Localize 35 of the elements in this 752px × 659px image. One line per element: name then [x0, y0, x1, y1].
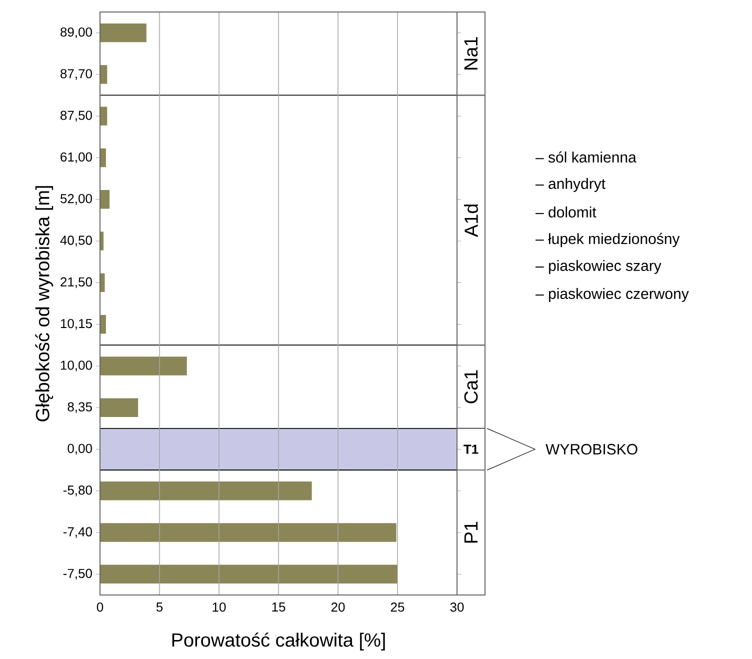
text: – piaskowiec czerwony [536, 288, 689, 302]
text: – łupek miedzionośny [536, 232, 680, 248]
band-label: A1d [464, 204, 478, 238]
x-tick-label: 20 [331, 602, 345, 612]
text: – sól kamienna [536, 151, 636, 163]
x-tick-label: 25 [390, 602, 404, 612]
y-tick-label: 87,70 [60, 69, 92, 80]
y-tick-label: 61,00 [60, 152, 92, 164]
y-tick-label: 10,15 [60, 318, 92, 330]
y-tick-label: 40,50 [60, 236, 92, 246]
y-tick-label: 10,00 [60, 360, 92, 372]
y-axis-title: Głębokość od wyrobiska [m] [35, 186, 54, 422]
y-tick-label: 89,00 [60, 27, 92, 38]
text: – dolomit [536, 206, 596, 218]
y-tick-label: 52,00 [60, 194, 92, 205]
band-label: Na1 [464, 37, 478, 70]
y-tick-label: -7,50 [63, 568, 92, 580]
text: WYROBISKO [546, 444, 638, 455]
band-label: T1 [464, 444, 478, 454]
text: – piaskowiec szary [536, 260, 662, 274]
x-tick-label: 5 [156, 602, 163, 612]
x-tick-label: 10 [212, 602, 226, 612]
x-tick-label: 0 [96, 602, 104, 612]
y-tick-label: 8,35 [68, 402, 92, 413]
x-tick-label: 15 [272, 602, 286, 612]
band-label: P1 [464, 522, 478, 543]
y-tick-label: 21,50 [60, 277, 92, 288]
band-label: Ca1 [464, 370, 478, 404]
text: – anhydryt [536, 178, 606, 192]
y-tick-label: 0,00 [68, 444, 92, 455]
y-tick-label: -5,80 [63, 486, 92, 496]
x-tick-label: 30 [450, 602, 464, 612]
x-axis-title: Porowatość całkowita [%] [172, 632, 385, 650]
y-tick-label: -7,40 [63, 527, 92, 538]
y-tick-label: 87,50 [60, 110, 92, 122]
